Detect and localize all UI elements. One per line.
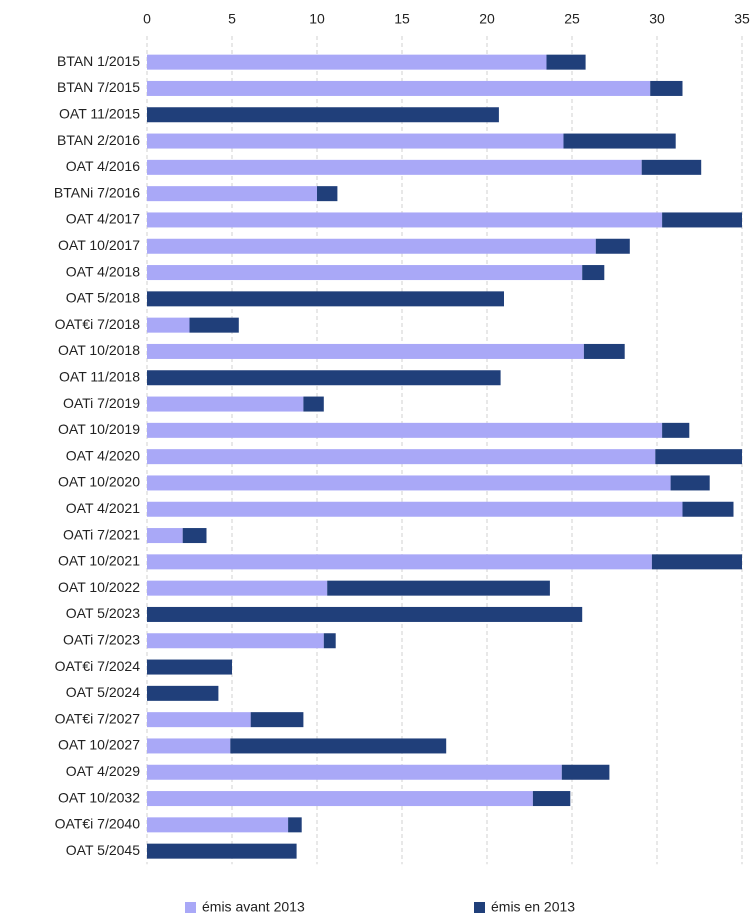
bar-segment [651,554,742,570]
bar-segment [147,265,583,281]
y-tick-label: BTAN 7/2015 [57,79,140,95]
bar-segment [147,80,651,96]
bar-segment [655,449,742,465]
bar-segment [147,54,547,70]
y-tick-label: OAT€i 7/2024 [55,658,141,674]
bar-segment [147,554,652,570]
bar-segment [147,186,317,202]
y-tick-label: OAT€i 7/2040 [55,816,141,832]
y-tick-label: OAT 4/2020 [66,447,140,463]
y-tick-label: OAT 10/2020 [58,474,140,490]
y-tick-label: OAT 4/2018 [66,263,140,279]
bar-segment [147,712,251,728]
bar-segment [532,791,571,807]
bar-segment [147,791,533,807]
bar-segment [546,54,586,70]
y-tick-label: OAT€i 7/2027 [55,710,141,726]
bar-segment [563,133,676,149]
bar-segment [147,291,504,307]
bar-segment [147,580,328,596]
legend-swatch [474,902,485,913]
bar-segment [147,738,231,754]
y-tick-label: OAT 5/2045 [66,842,140,858]
bar-segment [662,212,742,228]
y-tick-label: OAT 10/2018 [58,342,140,358]
x-tick-label: 20 [479,11,495,27]
legend-label: émis avant 2013 [202,899,305,915]
bar-segment [670,475,710,491]
y-tick-label: OAT 10/2017 [58,237,140,253]
bar-segment [147,159,642,175]
y-tick-label: OAT 10/2027 [58,737,140,753]
y-tick-label: OAT 10/2032 [58,789,140,805]
y-tick-label: OAT€i 7/2018 [55,316,141,332]
bar-segment [147,659,232,675]
bar-segment [147,606,583,622]
y-tick-label: OAT 4/2021 [66,500,140,516]
y-tick-label: OAT 5/2018 [66,290,140,306]
bar-segment [147,107,499,123]
bar-segment [147,133,564,149]
bar-segment [147,238,596,254]
legend-swatch [185,902,196,913]
y-tick-label: OAT 5/2023 [66,605,140,621]
bar-segment [147,343,584,359]
x-tick-label: 5 [228,11,236,27]
bar-segment [288,817,302,833]
bar-segment [147,633,324,649]
y-tick-label: OAT 5/2024 [66,684,140,700]
bar-segment [230,738,447,754]
bar-segment [595,238,630,254]
y-tick-label: OAT 11/2018 [59,368,140,384]
y-tick-label: OAT 4/2017 [66,211,140,227]
bar-segment [147,396,304,412]
x-tick-label: 0 [143,11,151,27]
y-tick-label: OATi 7/2019 [63,395,140,411]
x-tick-label: 30 [649,11,665,27]
bar-segment [561,764,610,780]
bar-segment [147,317,190,333]
bar-segment [147,501,683,517]
bar-segment [147,475,671,491]
bar-segment [147,212,663,228]
y-tick-label: OAT 10/2022 [58,579,140,595]
x-tick-label: 10 [309,11,325,27]
bar-segment [682,501,734,517]
y-tick-label: OAT 4/2029 [66,763,140,779]
bar-segment [147,764,562,780]
bar-segment [317,186,338,202]
y-tick-label: BTAN 2/2016 [57,132,140,148]
bar-segment [189,317,239,333]
y-tick-label: BTAN 1/2015 [57,53,140,69]
bar-segment [323,633,336,649]
y-tick-label: OATi 7/2021 [63,526,140,542]
bar-segment [583,343,625,359]
bar-segment [147,422,663,438]
bar-segment [303,396,324,412]
x-tick-label: 35 [734,11,750,27]
y-tick-label: OAT 11/2015 [59,105,140,121]
y-tick-label: OATi 7/2023 [63,631,140,647]
bar-segment [147,449,656,465]
x-tick-label: 15 [394,11,410,27]
bar-segment [147,817,289,833]
bar-segment [641,159,702,175]
legend-label: émis en 2013 [491,899,575,915]
y-tick-label: OAT 4/2016 [66,158,140,174]
y-tick-label: OAT 10/2021 [58,553,140,569]
x-tick-label: 25 [564,11,580,27]
bar-segment [147,370,501,386]
bar-segment [147,528,183,544]
bar-segment [147,843,297,859]
bar-segment [182,528,207,544]
y-tick-label: OAT 10/2019 [58,421,140,437]
bar-segment [327,580,550,596]
bar-segment [650,80,683,96]
bar-segment [582,265,605,281]
bar-segment [147,685,219,701]
y-tick-label: BTANi 7/2016 [54,184,140,200]
bar-segment [662,422,690,438]
bar-segment [250,712,304,728]
